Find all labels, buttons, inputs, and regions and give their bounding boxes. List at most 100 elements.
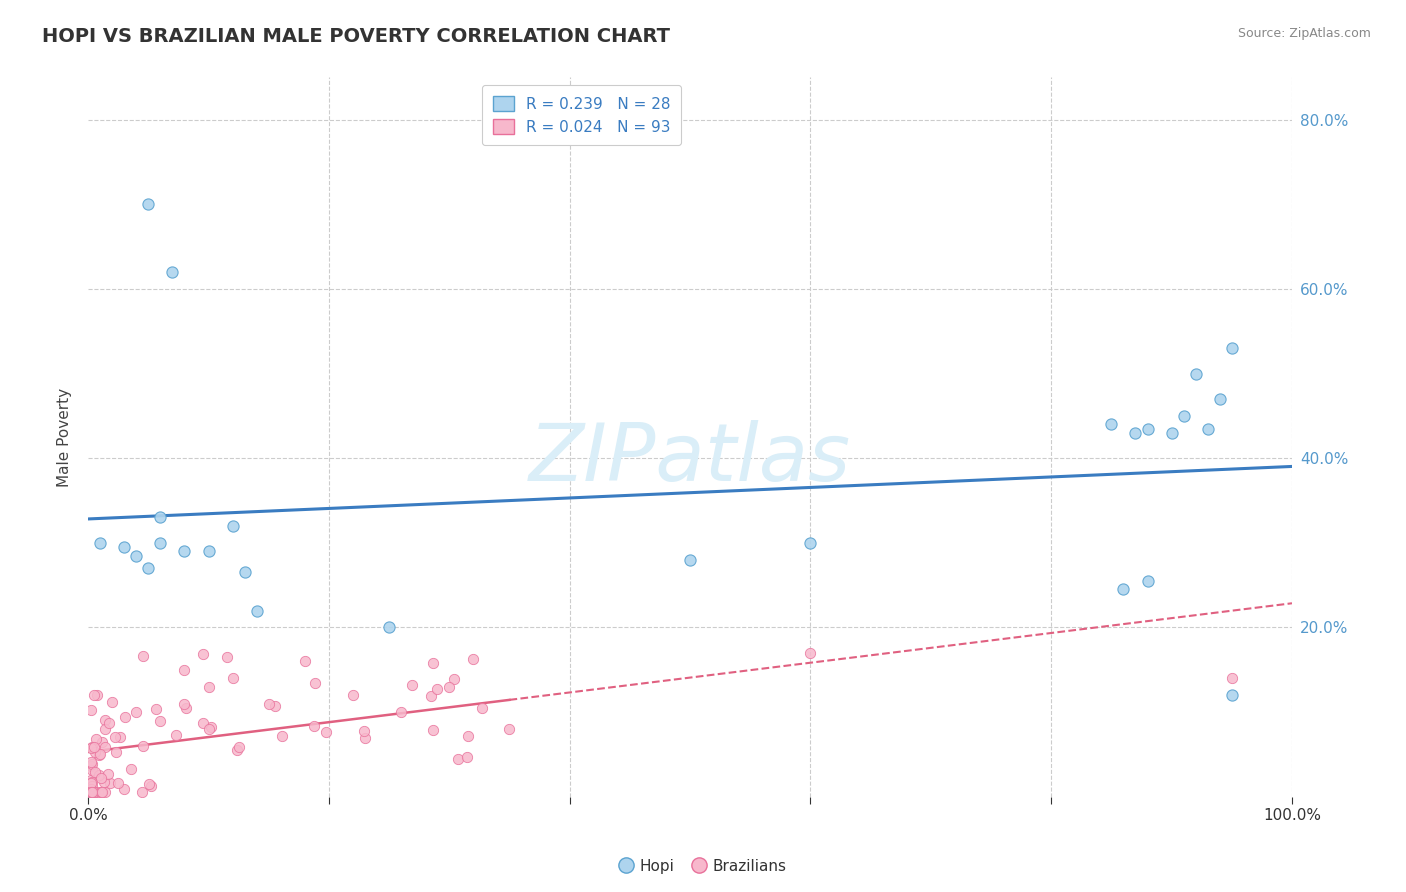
Point bbox=[82, 774, 104, 789]
Point bbox=[86, 688, 108, 702]
Point bbox=[79, 772, 101, 787]
Point bbox=[264, 698, 287, 713]
Point bbox=[79, 785, 101, 799]
Point bbox=[1197, 421, 1219, 435]
Point bbox=[294, 654, 316, 668]
Point bbox=[1136, 574, 1159, 588]
Point bbox=[90, 771, 112, 785]
Point bbox=[401, 678, 423, 692]
Point bbox=[1220, 671, 1243, 685]
Point bbox=[1099, 417, 1122, 432]
Point bbox=[176, 700, 198, 714]
Point bbox=[461, 652, 484, 666]
Point bbox=[1209, 392, 1232, 406]
Legend: Hopi, Brazilians: Hopi, Brazilians bbox=[613, 853, 793, 880]
Point bbox=[83, 739, 105, 754]
Point bbox=[447, 752, 470, 766]
Point bbox=[197, 680, 219, 694]
Point bbox=[87, 785, 110, 799]
Point bbox=[304, 675, 326, 690]
Point bbox=[799, 536, 821, 550]
Point bbox=[1136, 421, 1159, 435]
Point bbox=[83, 688, 105, 702]
Point bbox=[93, 714, 115, 728]
Point bbox=[83, 785, 105, 799]
Point bbox=[354, 731, 377, 746]
Point bbox=[107, 776, 129, 790]
Point bbox=[93, 774, 115, 789]
Text: ZIPatlas: ZIPatlas bbox=[529, 419, 851, 498]
Point bbox=[162, 265, 184, 279]
Point bbox=[98, 715, 121, 730]
Point bbox=[342, 688, 364, 702]
Point bbox=[271, 729, 294, 743]
Point bbox=[112, 540, 135, 554]
Point bbox=[131, 739, 153, 754]
Point bbox=[138, 561, 160, 575]
Point bbox=[104, 746, 127, 760]
Point bbox=[121, 762, 143, 776]
Point bbox=[221, 671, 243, 685]
Point bbox=[125, 549, 148, 563]
Point bbox=[101, 695, 124, 709]
Point bbox=[145, 702, 167, 716]
Point bbox=[1220, 341, 1243, 355]
Point bbox=[90, 735, 112, 749]
Point bbox=[83, 784, 105, 798]
Point bbox=[125, 705, 148, 719]
Point bbox=[426, 681, 449, 696]
Point bbox=[79, 741, 101, 756]
Point bbox=[87, 768, 110, 782]
Point bbox=[389, 705, 412, 719]
Point bbox=[79, 756, 101, 770]
Point bbox=[197, 544, 219, 558]
Point bbox=[439, 680, 461, 694]
Point bbox=[138, 197, 160, 211]
Point bbox=[149, 714, 172, 728]
Point bbox=[246, 603, 269, 617]
Point bbox=[173, 544, 195, 558]
Point bbox=[422, 723, 444, 737]
Point bbox=[94, 723, 117, 737]
Point bbox=[80, 756, 103, 771]
Point bbox=[420, 689, 443, 703]
Point bbox=[422, 656, 444, 670]
Point bbox=[1125, 425, 1147, 440]
Point bbox=[149, 510, 172, 524]
Point bbox=[80, 759, 103, 773]
Point bbox=[89, 536, 111, 550]
Point bbox=[191, 648, 214, 662]
Text: Source: ZipAtlas.com: Source: ZipAtlas.com bbox=[1237, 27, 1371, 40]
Point bbox=[799, 646, 821, 660]
Point bbox=[94, 785, 117, 799]
Point bbox=[79, 785, 101, 799]
Point bbox=[138, 777, 160, 791]
Point bbox=[443, 672, 465, 686]
Point bbox=[80, 763, 103, 777]
Point bbox=[86, 732, 108, 747]
Point bbox=[457, 730, 479, 744]
Point bbox=[257, 697, 280, 711]
Point bbox=[104, 730, 127, 744]
Point bbox=[131, 785, 153, 799]
Point bbox=[200, 720, 222, 734]
Point bbox=[498, 722, 520, 736]
Point bbox=[149, 536, 172, 550]
Point bbox=[80, 785, 103, 799]
Point bbox=[114, 782, 136, 797]
Point bbox=[90, 785, 112, 799]
Point bbox=[80, 703, 103, 717]
Point bbox=[97, 766, 120, 780]
Point bbox=[226, 742, 249, 756]
Point bbox=[79, 785, 101, 799]
Point bbox=[217, 650, 239, 665]
Point bbox=[233, 566, 256, 580]
Point bbox=[228, 739, 250, 754]
Point bbox=[89, 748, 111, 763]
Point bbox=[141, 779, 163, 793]
Text: HOPI VS BRAZILIAN MALE POVERTY CORRELATION CHART: HOPI VS BRAZILIAN MALE POVERTY CORRELATI… bbox=[42, 27, 671, 45]
Point bbox=[79, 776, 101, 790]
Point bbox=[191, 715, 214, 730]
Point bbox=[1112, 582, 1135, 597]
Point bbox=[1220, 688, 1243, 702]
